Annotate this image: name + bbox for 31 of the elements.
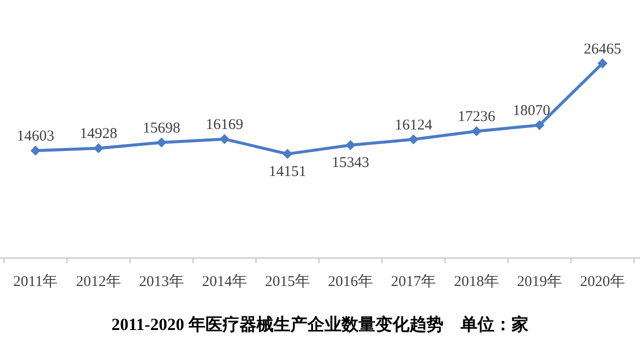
point (346, 140, 356, 150)
data-label: 17236 (458, 109, 496, 126)
point (534, 120, 544, 130)
point (472, 126, 482, 136)
x-tick-label: 2014年 (202, 273, 247, 290)
data-label: 18070 (512, 103, 550, 120)
data-label: 16124 (394, 117, 433, 134)
point (30, 146, 40, 156)
point (156, 138, 166, 148)
data-label: 14603 (16, 128, 54, 145)
x-tick-label: 2015年 (265, 273, 310, 290)
data-label: 16169 (206, 117, 244, 134)
data-label: 14151 (268, 164, 306, 180)
x-tick-label: 2012年 (76, 273, 121, 290)
point (598, 58, 608, 68)
point (408, 134, 418, 144)
x-tick-label: 2011年 (13, 273, 58, 290)
point (94, 143, 104, 154)
x-tick-label: 2013年 (139, 273, 184, 290)
data-label: 15698 (142, 120, 180, 137)
text: 2011-2020 年医疗器械生产企业数量变化趋势 单位：家 (112, 315, 528, 334)
x-tick-label: 2018年 (454, 273, 499, 290)
x-tick-label: 2017年 (391, 273, 436, 290)
x-tick-label: 2019年 (517, 273, 562, 290)
data-label: 26465 (584, 41, 622, 58)
data-label: 14928 (80, 126, 118, 142)
x-tick-label: 2016年 (328, 273, 373, 290)
data-label: 15343 (332, 155, 370, 172)
point (282, 148, 292, 159)
x-tick-label: 2020年 (580, 273, 625, 290)
point (220, 134, 230, 144)
